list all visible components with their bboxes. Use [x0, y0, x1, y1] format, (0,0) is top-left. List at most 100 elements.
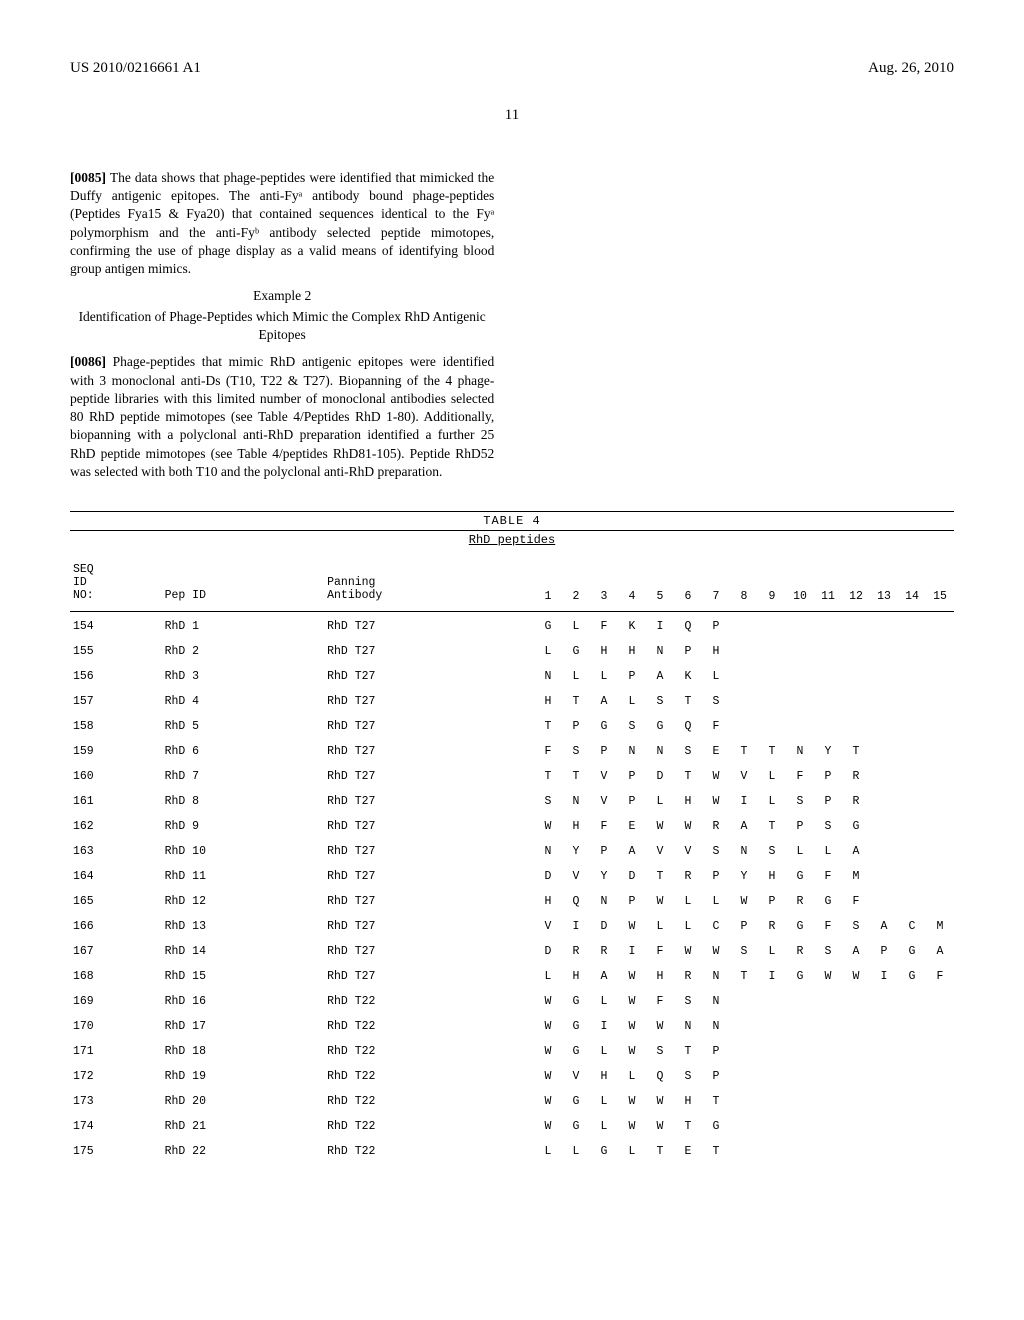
cell-aa: L — [702, 664, 730, 689]
cell-aa: S — [674, 1064, 702, 1089]
cell-aa: S — [814, 939, 842, 964]
cell-aa: P — [814, 764, 842, 789]
cell-aa — [786, 639, 814, 664]
cell-aa: L — [646, 789, 674, 814]
paragraph-0085: [0085] The data shows that phage-peptide… — [70, 169, 494, 278]
cell-aa: V — [590, 789, 618, 814]
cell-aa: R — [590, 939, 618, 964]
cell-aa: S — [842, 914, 870, 939]
cell-aa: F — [646, 939, 674, 964]
cell-aa: R — [702, 814, 730, 839]
pub-number: US 2010/0216661 A1 — [70, 60, 201, 77]
cell-aa: S — [562, 739, 590, 764]
cell-aa — [814, 1089, 842, 1114]
cell-aa — [730, 714, 758, 739]
cell-aa — [842, 664, 870, 689]
cell-aa — [730, 989, 758, 1014]
cell-aa: W — [534, 989, 562, 1014]
cell-aa: Q — [674, 714, 702, 739]
cell-aa — [842, 1089, 870, 1114]
cell-aa: T — [534, 714, 562, 739]
cell-aa — [898, 864, 926, 889]
cell-aa — [730, 1014, 758, 1039]
cell-aa: T — [562, 689, 590, 714]
cell-seqid: 171 — [70, 1039, 162, 1064]
cell-aa: P — [786, 814, 814, 839]
col-pos-14: 14 — [898, 557, 926, 609]
cell-aa — [898, 814, 926, 839]
cell-antibody: RhD T22 — [324, 1139, 534, 1164]
cell-aa: S — [646, 1039, 674, 1064]
col-pos-3: 3 — [590, 557, 618, 609]
cell-aa: F — [534, 739, 562, 764]
cell-aa: L — [618, 1064, 646, 1089]
col-pos-2: 2 — [562, 557, 590, 609]
col-pos-7: 7 — [702, 557, 730, 609]
cell-aa: V — [646, 839, 674, 864]
cell-aa — [898, 989, 926, 1014]
cell-aa: L — [758, 789, 786, 814]
cell-aa — [898, 689, 926, 714]
cell-antibody: RhD T27 — [324, 714, 534, 739]
cell-seqid: 174 — [70, 1114, 162, 1139]
cell-aa: A — [842, 839, 870, 864]
cell-aa: I — [646, 614, 674, 639]
cell-aa — [786, 1039, 814, 1064]
cell-aa — [842, 1014, 870, 1039]
cell-aa: V — [730, 764, 758, 789]
cell-aa: G — [590, 714, 618, 739]
cell-aa: I — [870, 964, 898, 989]
cell-aa — [842, 1139, 870, 1164]
cell-aa: W — [534, 1039, 562, 1064]
cell-aa: P — [618, 664, 646, 689]
cell-aa — [842, 689, 870, 714]
col-pos-12: 12 — [842, 557, 870, 609]
cell-aa: P — [702, 614, 730, 639]
cell-antibody: RhD T27 — [324, 964, 534, 989]
cell-aa — [814, 1039, 842, 1064]
cell-aa: L — [646, 914, 674, 939]
cell-seqid: 161 — [70, 789, 162, 814]
cell-aa — [730, 1039, 758, 1064]
cell-aa: L — [562, 614, 590, 639]
col-pos-13: 13 — [870, 557, 898, 609]
cell-aa: H — [590, 639, 618, 664]
cell-seqid: 156 — [70, 664, 162, 689]
cell-aa: H — [674, 1089, 702, 1114]
cell-aa: N — [534, 664, 562, 689]
table-row: 168RhD 15RhD T27LHAWHRNTIGWWIGF — [70, 964, 954, 989]
cell-aa — [758, 689, 786, 714]
cell-aa: R — [786, 939, 814, 964]
cell-aa: W — [618, 964, 646, 989]
cell-seqid: 175 — [70, 1139, 162, 1164]
cell-aa: D — [534, 864, 562, 889]
cell-seqid: 164 — [70, 864, 162, 889]
cell-aa — [870, 614, 898, 639]
cell-aa: L — [590, 1039, 618, 1064]
cell-aa: E — [702, 739, 730, 764]
cell-aa: T — [646, 1139, 674, 1164]
cell-aa: G — [562, 639, 590, 664]
cell-aa: N — [702, 989, 730, 1014]
col-pos-9: 9 — [758, 557, 786, 609]
col-pos-10: 10 — [786, 557, 814, 609]
cell-aa: L — [618, 689, 646, 714]
cell-aa — [730, 639, 758, 664]
cell-aa: L — [758, 764, 786, 789]
para-text-0085: The data shows that phage-peptides were … — [70, 170, 494, 276]
cell-seqid: 159 — [70, 739, 162, 764]
cell-aa: W — [534, 1064, 562, 1089]
cell-pepid: RhD 16 — [162, 989, 325, 1014]
cell-aa: L — [562, 664, 590, 689]
cell-aa — [898, 1139, 926, 1164]
cell-antibody: RhD T27 — [324, 639, 534, 664]
cell-aa — [814, 1014, 842, 1039]
cell-aa — [758, 1064, 786, 1089]
cell-aa: T — [674, 764, 702, 789]
cell-aa: W — [674, 939, 702, 964]
cell-aa — [758, 1014, 786, 1039]
cell-aa: A — [590, 964, 618, 989]
cell-aa: P — [590, 739, 618, 764]
cell-aa: F — [702, 714, 730, 739]
cell-pepid: RhD 2 — [162, 639, 325, 664]
